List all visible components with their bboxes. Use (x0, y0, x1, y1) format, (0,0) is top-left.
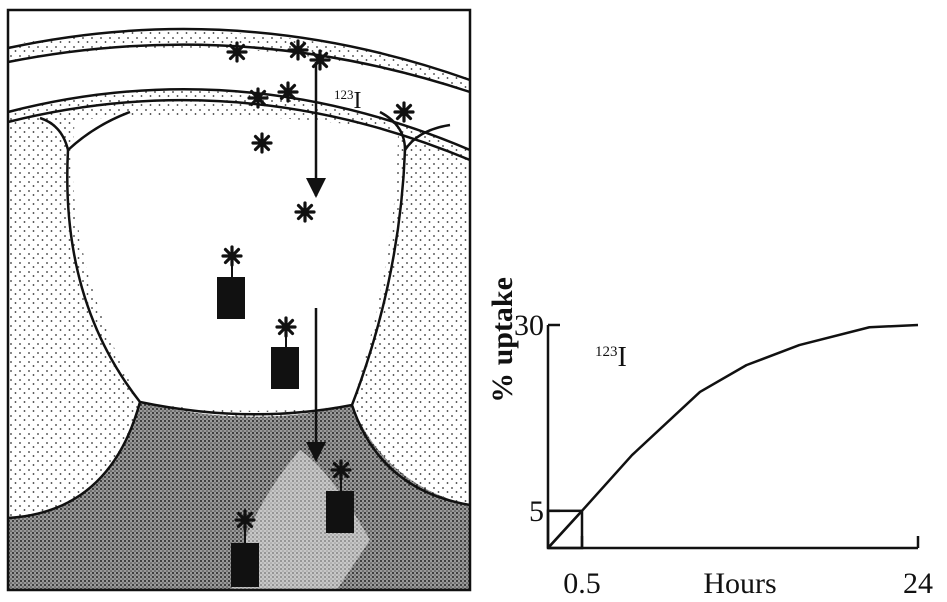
membrane (7, 27, 471, 82)
follicle-illustration: 123I (6, 8, 472, 600)
chart-annotation: 123I (595, 342, 627, 373)
uptake-chart: % uptake Hours 123I 5 30 0.5 24 (486, 277, 933, 600)
frame (6, 8, 472, 592)
mass-number: 123 (334, 87, 354, 102)
element: I (354, 88, 362, 114)
thyroglobulin-blocks (217, 262, 354, 587)
break-box (546, 509, 584, 550)
y-tick-label: 30 (514, 309, 544, 342)
element: I (618, 342, 627, 373)
mass-number: 123 (595, 344, 618, 360)
x-tick-label: 0.5 (563, 567, 601, 600)
isotope-label: 123I (334, 87, 362, 114)
x-tick-label: 24 (903, 567, 933, 600)
uptake-curve (547, 323, 919, 549)
y-axis-label: % uptake (486, 277, 519, 403)
x-axis-label: Hours (703, 567, 776, 600)
y-tick-label: 5 (529, 495, 544, 528)
